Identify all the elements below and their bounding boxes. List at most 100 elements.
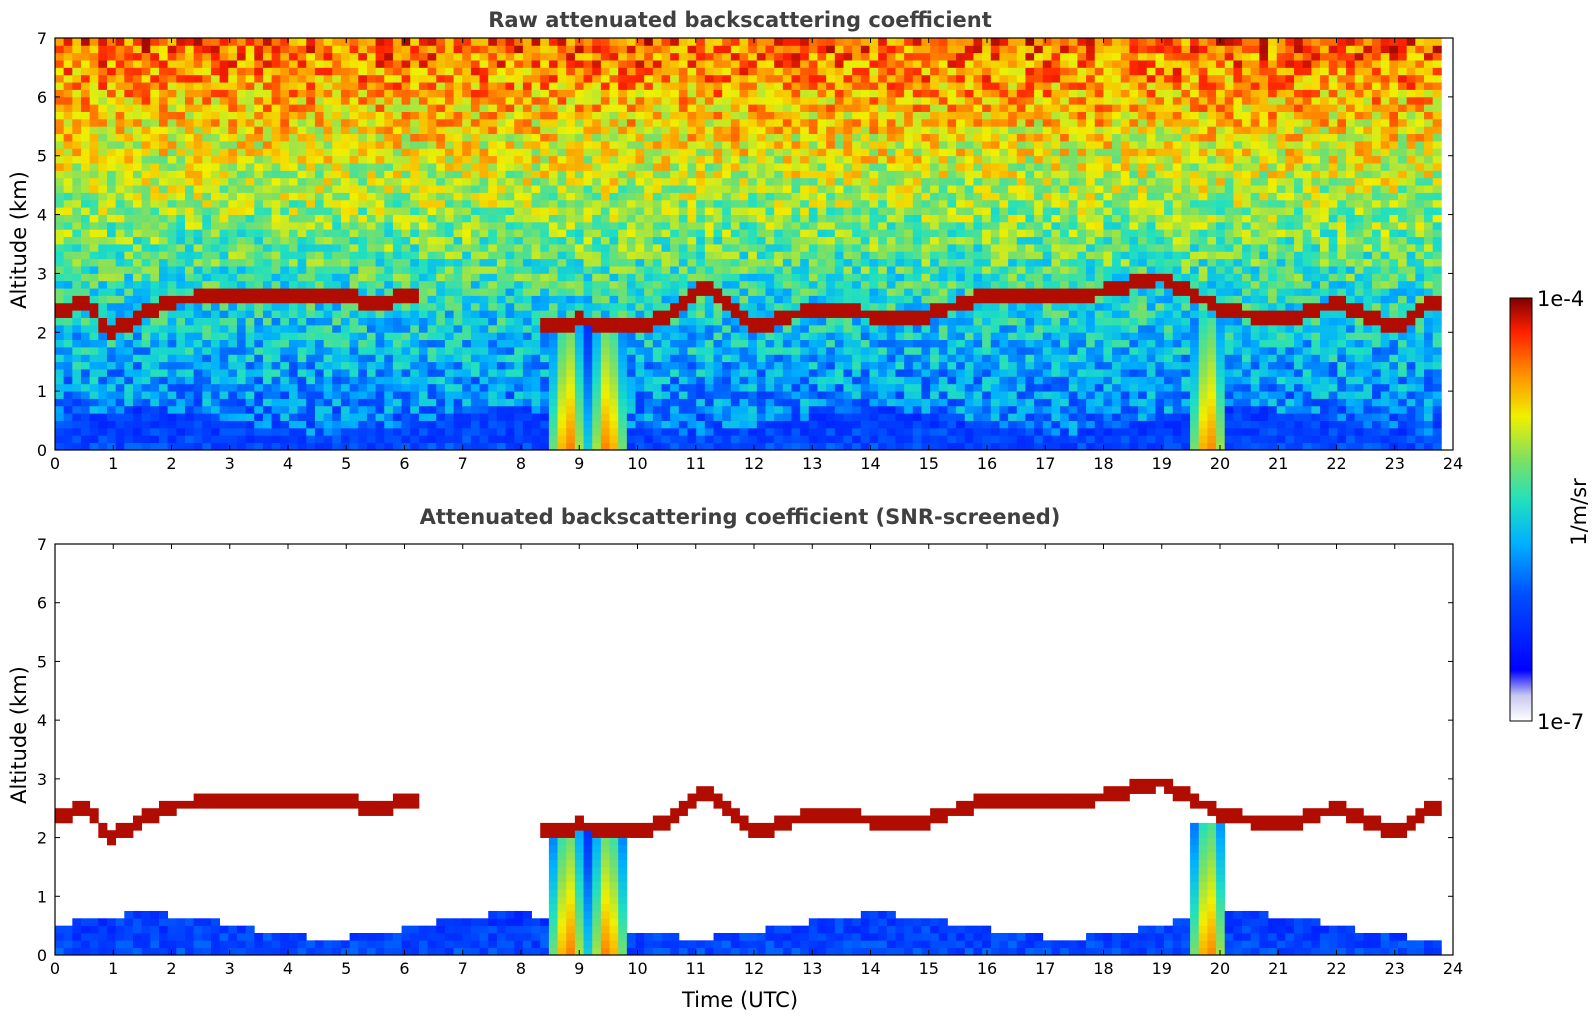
heatmap-cell xyxy=(609,280,619,289)
heatmap-cell xyxy=(782,391,792,399)
heatmap-cell xyxy=(63,383,73,392)
heatmap-cell xyxy=(557,280,567,289)
heatmap-cell xyxy=(609,435,619,444)
heatmap-cell xyxy=(791,288,801,296)
heatmap-cell xyxy=(332,405,342,414)
heatmap-cell xyxy=(782,310,792,318)
heatmap-cell xyxy=(557,82,567,90)
heatmap-cell xyxy=(488,74,498,83)
heatmap-cell xyxy=(384,214,394,223)
heatmap-cell xyxy=(687,185,697,193)
heatmap-cell xyxy=(444,244,454,252)
heatmap-cell xyxy=(652,52,662,61)
heatmap-cell xyxy=(236,420,247,429)
heatmap-cell xyxy=(748,67,758,76)
heatmap-cell xyxy=(141,229,151,238)
heatmap-cell xyxy=(427,302,437,311)
heatmap-cell xyxy=(748,369,758,377)
heatmap-cell xyxy=(522,104,532,112)
heatmap-cell xyxy=(167,177,177,186)
heatmap-cell xyxy=(410,258,420,267)
heatmap-cell xyxy=(176,229,186,238)
heatmap-cell xyxy=(418,82,428,90)
heatmap-cell xyxy=(245,435,255,444)
heatmap-cell xyxy=(158,339,169,348)
heatmap-cell xyxy=(826,376,836,385)
heatmap-cell xyxy=(470,236,480,245)
heatmap-cell xyxy=(314,236,324,245)
heatmap-cell xyxy=(462,38,472,46)
heatmap-cell xyxy=(297,295,307,304)
heatmap-cell xyxy=(323,369,333,377)
heatmap-cell xyxy=(245,207,255,215)
heatmap-cell xyxy=(392,170,402,179)
heatmap-cell xyxy=(817,155,827,164)
heatmap-cell xyxy=(462,45,472,54)
heatmap-cell xyxy=(730,273,740,282)
heatmap-cell xyxy=(678,199,688,208)
heatmap-cell xyxy=(358,118,368,127)
heatmap-cell xyxy=(384,170,394,179)
heatmap-cell xyxy=(748,361,758,370)
heatmap-cell xyxy=(418,199,428,208)
heatmap-cell xyxy=(730,177,740,186)
heatmap-cell xyxy=(89,199,99,208)
heatmap-cell xyxy=(661,141,671,149)
heatmap-cell xyxy=(522,347,532,355)
heatmap-cell xyxy=(297,96,307,105)
heatmap-cell xyxy=(462,266,472,274)
heatmap-cell xyxy=(72,413,82,421)
heatmap-cell xyxy=(609,67,619,76)
heatmap-cell xyxy=(55,324,65,333)
heatmap-cell xyxy=(626,427,636,436)
heatmap-cell xyxy=(150,339,160,348)
heatmap-cell xyxy=(427,177,437,186)
heatmap-cell xyxy=(566,354,576,363)
heatmap-cell xyxy=(791,427,801,436)
heatmap-cell xyxy=(297,236,307,245)
heatmap-cell xyxy=(730,67,740,76)
heatmap-cell xyxy=(609,170,619,179)
heatmap-cell xyxy=(626,170,636,179)
heatmap-cell xyxy=(106,185,117,193)
heatmap-cell xyxy=(132,427,143,436)
heatmap-cell xyxy=(392,192,402,201)
heatmap-cell xyxy=(626,177,636,186)
heatmap-cell xyxy=(418,310,428,318)
heatmap-cell xyxy=(652,361,662,370)
heatmap-cell xyxy=(210,221,221,230)
heatmap-cell xyxy=(652,82,662,90)
heatmap-cell xyxy=(774,413,784,421)
heatmap-cell xyxy=(748,111,758,120)
heatmap-cell xyxy=(470,185,480,193)
heatmap-cell xyxy=(566,214,576,223)
heatmap-cell xyxy=(245,354,255,363)
heatmap-cell xyxy=(280,324,290,333)
heatmap-cell xyxy=(748,244,758,252)
heatmap-cell xyxy=(661,244,671,252)
heatmap-cell xyxy=(774,427,784,436)
heatmap-cell xyxy=(444,104,454,112)
heatmap-cell xyxy=(583,280,593,289)
heatmap-cell xyxy=(323,163,333,171)
heatmap-cell xyxy=(427,427,437,436)
heatmap-cell xyxy=(375,302,385,311)
heatmap-cell xyxy=(271,118,281,127)
heatmap-cell xyxy=(496,221,506,230)
heatmap-cell xyxy=(418,413,428,421)
heatmap-cell xyxy=(592,126,602,135)
heatmap-cell xyxy=(739,354,749,363)
heatmap-cell xyxy=(124,207,134,215)
heatmap-cell xyxy=(774,155,784,164)
heatmap-cell xyxy=(514,376,524,385)
heatmap-cell xyxy=(644,96,654,105)
heatmap-cell xyxy=(392,369,402,377)
heatmap-cell xyxy=(63,427,73,436)
heatmap-cell xyxy=(262,74,273,83)
heatmap-cell xyxy=(488,60,498,68)
heatmap-cell xyxy=(349,163,359,171)
heatmap-cell xyxy=(618,177,628,186)
heatmap-cell xyxy=(652,347,662,355)
heatmap-cell xyxy=(314,361,324,370)
heatmap-cell xyxy=(262,221,273,230)
